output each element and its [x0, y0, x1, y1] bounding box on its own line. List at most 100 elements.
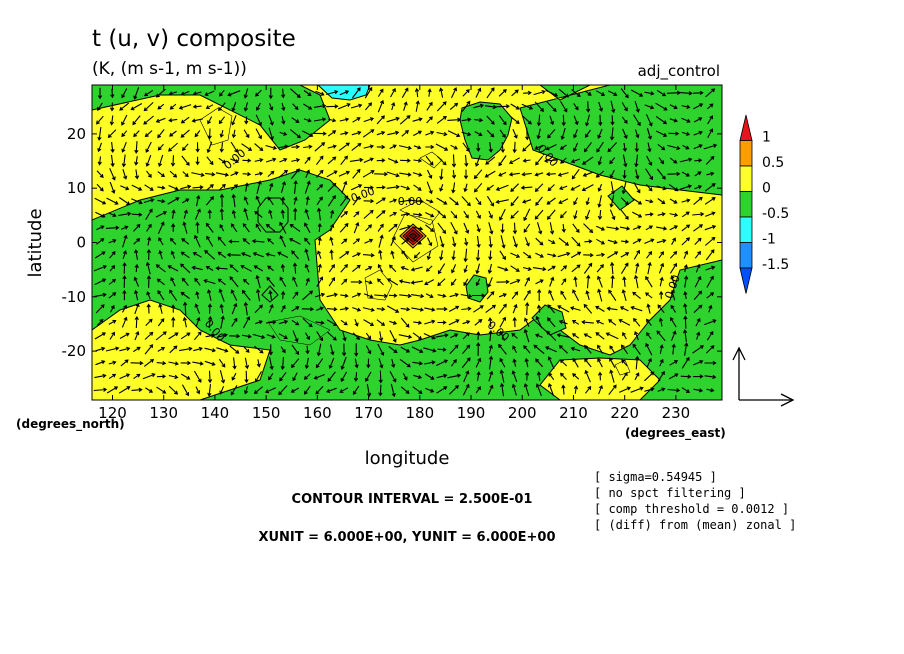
- wind-vector: [108, 360, 117, 365]
- wind-vector: [610, 100, 616, 114]
- wind-vector: [131, 387, 143, 392]
- wind-vector: [243, 386, 249, 395]
- wind-vector: [362, 253, 375, 258]
- wind-vector: [679, 184, 693, 190]
- wind-vector: [621, 359, 628, 367]
- wind-vector: [510, 116, 520, 124]
- wind-vector: [264, 387, 277, 394]
- wind-vector: [339, 306, 350, 311]
- wind-vector: [231, 193, 236, 208]
- wind-vector: [645, 275, 653, 288]
- wind-vector: [667, 144, 681, 151]
- wind-vector: [598, 384, 603, 395]
- wind-vector: [134, 156, 139, 166]
- wind-vector: [413, 145, 422, 150]
- wind-vector: [412, 172, 423, 177]
- wind-vector: [437, 293, 447, 298]
- wind-vector: [313, 103, 327, 109]
- wind-vector: [571, 236, 581, 247]
- wind-vector: [473, 103, 484, 109]
- wind-vector: [118, 211, 132, 217]
- wind-vector: [633, 274, 639, 289]
- wind-vector: [390, 383, 396, 398]
- wind-vector: [571, 168, 580, 180]
- wind-vector: [280, 304, 286, 313]
- wind-vector: [96, 318, 104, 326]
- wind-vector: [181, 277, 189, 286]
- wind-vector: [255, 288, 261, 302]
- wind-vector: [218, 102, 226, 112]
- wind-vector: [499, 357, 506, 368]
- wind-vector: [410, 280, 423, 285]
- wind-vector: [426, 169, 433, 179]
- wind-vector: [400, 307, 411, 312]
- wind-vector: [231, 317, 238, 327]
- wind-vector: [365, 224, 373, 232]
- x-axis-label: longitude: [365, 448, 450, 469]
- wind-vector: [584, 385, 592, 394]
- wind-vector: [195, 194, 201, 207]
- wind-vector: [252, 251, 264, 258]
- chart-subtitle: (K, (m s-1, m s-1)): [92, 59, 247, 79]
- wind-vector: [326, 387, 337, 394]
- wind-vector: [108, 278, 117, 285]
- wind-vector: [121, 141, 127, 153]
- wind-vector: [545, 171, 556, 177]
- wind-vector: [537, 288, 542, 301]
- wind-vector: [352, 252, 361, 258]
- wind-vector: [609, 209, 616, 221]
- wind-vector: [559, 144, 567, 150]
- wind-vector: [365, 266, 373, 271]
- wind-vector: [205, 104, 214, 110]
- wind-vector: [572, 357, 579, 368]
- wind-vector: [268, 115, 274, 126]
- x-tick-label: 130: [149, 404, 178, 422]
- wind-vector: [339, 222, 349, 233]
- wind-vector: [547, 356, 555, 370]
- wind-vector: [305, 195, 310, 206]
- wind-vector: [400, 317, 410, 328]
- wind-vector: [596, 238, 605, 245]
- wind-vector: [219, 370, 226, 384]
- wind-vector: [498, 303, 507, 314]
- wind-vector: [122, 275, 127, 288]
- wind-vector: [97, 87, 103, 100]
- wind-vector: [118, 386, 131, 394]
- wind-vector: [475, 386, 481, 394]
- wind-vector: [229, 276, 239, 288]
- wind-vector: [560, 265, 568, 272]
- wind-vector: [450, 278, 457, 286]
- wind-vector: [704, 236, 716, 246]
- wind-vector: [106, 386, 119, 394]
- wind-vector: [425, 224, 435, 232]
- wind-vector: [206, 184, 214, 191]
- wind-vector: [585, 101, 591, 113]
- wind-vector: [645, 199, 654, 204]
- wind-vector: [352, 306, 362, 312]
- colorbar-bin: [739, 191, 753, 218]
- wind-vector: [243, 301, 249, 316]
- wind-vector: [350, 279, 363, 285]
- wind-vector: [134, 303, 140, 315]
- wind-vector: [523, 90, 532, 96]
- wind-vector: [509, 278, 521, 285]
- wind-vector: [303, 103, 313, 110]
- wind-vector: [377, 343, 385, 356]
- wind-vector: [597, 209, 603, 221]
- wind-vector: [705, 88, 716, 98]
- wind-vector: [156, 360, 167, 366]
- wind-vector: [487, 277, 493, 288]
- wind-vector: [363, 144, 375, 149]
- wind-vector: [363, 198, 375, 204]
- wind-vector: [242, 238, 250, 245]
- wind-vector: [692, 359, 704, 366]
- wind-vector: [182, 221, 188, 234]
- wind-vector: [340, 371, 348, 382]
- wind-vector: [205, 333, 216, 338]
- chart-title: t (u, v) composite: [92, 26, 296, 52]
- wind-vector: [215, 172, 230, 177]
- x-tick-label: 140: [201, 404, 230, 422]
- wind-vector: [534, 209, 544, 220]
- wind-vector: [120, 359, 129, 367]
- wind-vector: [559, 359, 568, 367]
